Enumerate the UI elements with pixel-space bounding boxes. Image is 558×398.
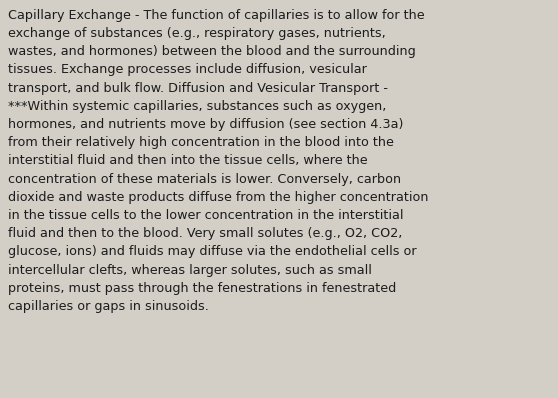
Text: Capillary Exchange - The function of capillaries is to allow for the
exchange of: Capillary Exchange - The function of cap… — [8, 9, 429, 313]
